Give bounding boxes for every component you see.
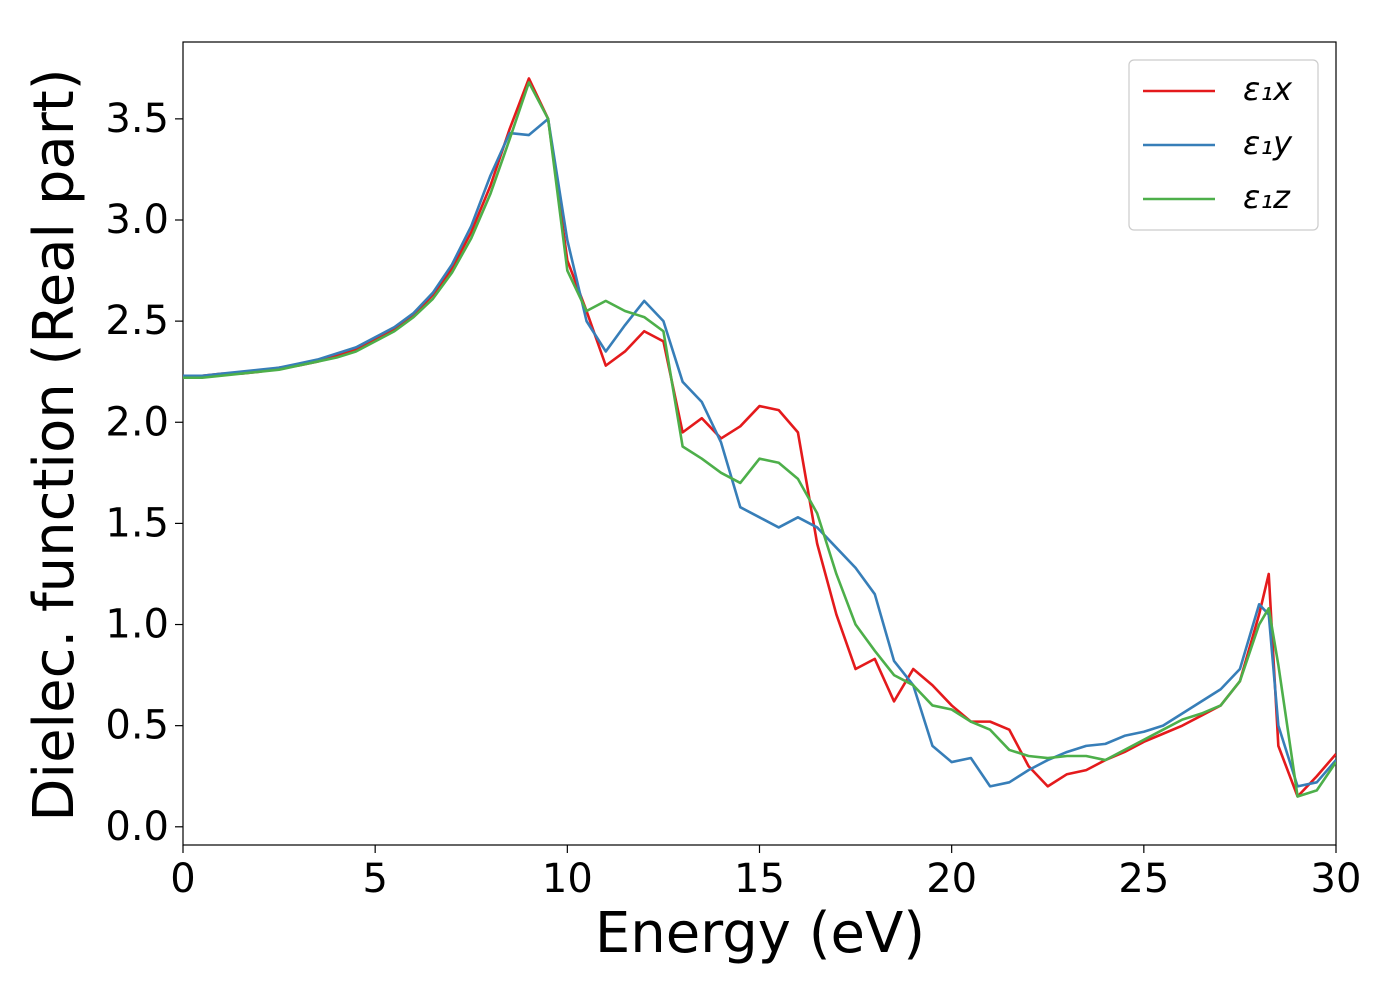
y-axis-label: Dielec. function (Real part) (22, 68, 87, 821)
y-tick-label: 2.0 (105, 399, 169, 445)
series-line (183, 81, 1336, 798)
legend: ε₁x ε₁y ε₁z (1128, 59, 1319, 231)
y-tick-label: 1.5 (105, 500, 169, 546)
y-tick-label: 1.0 (105, 602, 169, 648)
y-tick-label: 0.0 (105, 804, 169, 850)
y-tick-label: 0.5 (105, 703, 169, 749)
x-tick-label: 0 (170, 856, 195, 902)
x-tick-label: 15 (734, 856, 785, 902)
series-line (183, 77, 1336, 798)
y-tick-label: 3.0 (105, 197, 169, 243)
x-tick-label: 20 (926, 856, 977, 902)
x-axis-label: Energy (eV) (595, 901, 925, 966)
legend-box (1128, 59, 1319, 231)
y-tick-label: 3.5 (105, 96, 169, 142)
x-tick-label: 5 (362, 856, 387, 902)
legend-label: ε₁x (1243, 70, 1293, 108)
x-tick-label: 10 (542, 856, 593, 902)
x-tick-label: 30 (1311, 856, 1362, 902)
legend-label: ε₁y (1243, 124, 1293, 162)
y-tick-label: 2.5 (105, 298, 169, 344)
x-tick-label: 25 (1118, 856, 1169, 902)
series-line (183, 117, 1336, 788)
legend-label: ε₁z (1243, 178, 1291, 216)
plot-lines (183, 77, 1336, 798)
